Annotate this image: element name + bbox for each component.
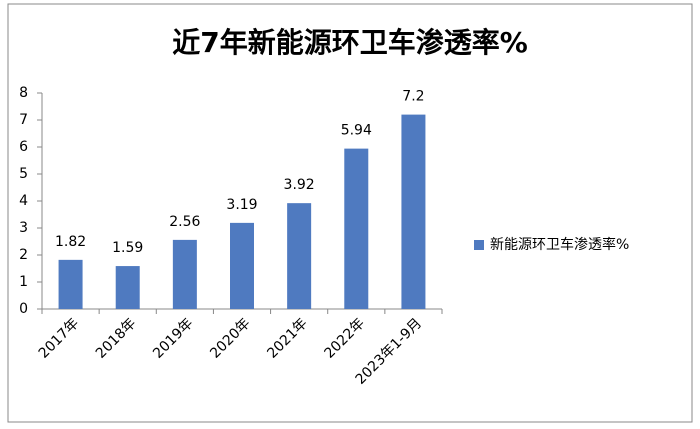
chart-title: 近7年新能源环卫车渗透率% — [172, 26, 528, 59]
y-tick-label: 4 — [19, 193, 28, 209]
bar — [287, 203, 312, 309]
data-label: 7.2 — [402, 89, 424, 105]
bar — [172, 239, 197, 309]
y-tick-label: 7 — [19, 112, 28, 128]
data-label: 2.56 — [169, 214, 200, 230]
y-tick-label: 5 — [19, 166, 28, 182]
legend-swatch — [474, 240, 484, 250]
data-label: 1.59 — [112, 240, 143, 256]
y-tick-label: 8 — [19, 85, 28, 101]
bar — [58, 259, 83, 309]
data-label: 1.82 — [55, 234, 86, 250]
y-tick-label: 2 — [19, 247, 28, 263]
bar — [344, 148, 369, 309]
data-label: 3.92 — [284, 177, 315, 193]
y-tick-label: 6 — [19, 139, 28, 155]
bar — [401, 114, 426, 309]
y-tick-label: 1 — [19, 274, 28, 290]
bar — [230, 222, 254, 309]
data-label: 5.94 — [341, 123, 372, 139]
bar — [115, 266, 140, 309]
y-tick-label: 3 — [19, 220, 28, 236]
data-label: 3.19 — [226, 197, 257, 213]
legend-label: 新能源环卫车渗透率% — [490, 236, 629, 253]
y-tick-label: 0 — [19, 301, 28, 317]
